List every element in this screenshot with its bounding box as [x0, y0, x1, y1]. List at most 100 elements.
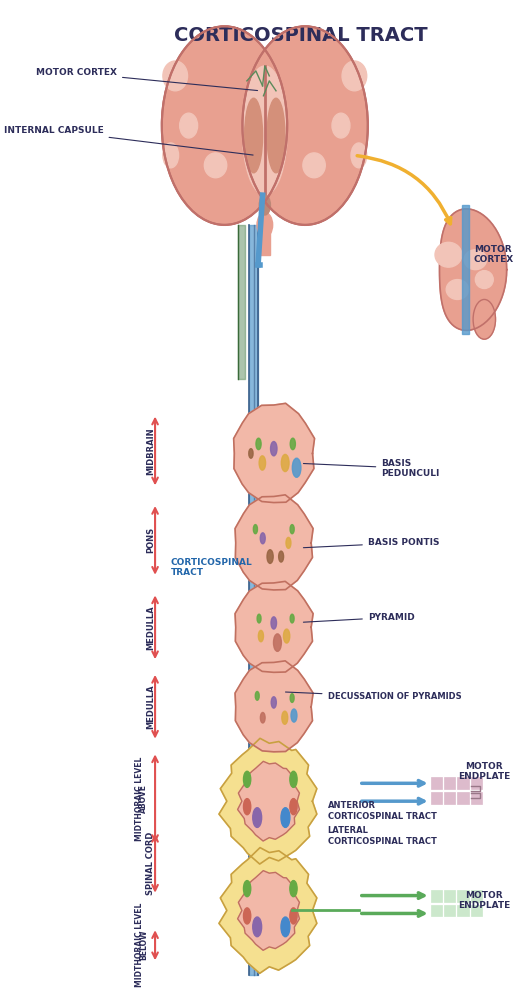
Polygon shape	[238, 871, 299, 950]
Text: SPINAL CORD: SPINAL CORD	[146, 832, 155, 895]
Ellipse shape	[473, 299, 495, 339]
Text: BASIS
PEDUNCULI: BASIS PEDUNCULI	[304, 459, 440, 478]
Text: LATERAL
CORTICOSPINAL TRACT: LATERAL CORTICOSPINAL TRACT	[328, 826, 437, 846]
Bar	[471, 905, 482, 916]
Polygon shape	[219, 738, 317, 864]
Polygon shape	[440, 209, 507, 330]
Circle shape	[290, 799, 297, 815]
Text: INTERNAL CAPSULE: INTERNAL CAPSULE	[4, 126, 253, 155]
Ellipse shape	[259, 195, 270, 215]
Circle shape	[281, 808, 290, 827]
Circle shape	[290, 694, 294, 702]
Circle shape	[258, 630, 264, 642]
Polygon shape	[219, 848, 317, 973]
Ellipse shape	[180, 113, 198, 138]
Bar	[458, 890, 469, 902]
Text: MEDULLA: MEDULLA	[146, 605, 155, 650]
Bar	[471, 890, 482, 902]
Circle shape	[267, 550, 273, 563]
Circle shape	[290, 771, 297, 787]
Bar	[431, 777, 442, 789]
Circle shape	[244, 908, 251, 924]
Ellipse shape	[204, 153, 227, 178]
Circle shape	[260, 533, 265, 544]
Bar	[431, 905, 442, 916]
Ellipse shape	[242, 66, 287, 195]
Circle shape	[290, 525, 294, 534]
Circle shape	[291, 709, 297, 722]
Text: DECUSSATION OF PYRAMIDS: DECUSSATION OF PYRAMIDS	[286, 692, 461, 701]
Ellipse shape	[435, 242, 462, 267]
Bar	[444, 905, 455, 916]
Text: MIDBRAIN: MIDBRAIN	[146, 427, 155, 475]
Circle shape	[270, 442, 277, 456]
Circle shape	[282, 711, 288, 724]
Text: MIDTHORAIC LEVEL: MIDTHORAIC LEVEL	[135, 757, 144, 841]
Polygon shape	[235, 661, 313, 752]
Ellipse shape	[464, 250, 487, 270]
Bar	[471, 792, 482, 804]
Ellipse shape	[446, 280, 469, 299]
Polygon shape	[234, 403, 315, 503]
Ellipse shape	[163, 143, 179, 168]
Circle shape	[290, 881, 297, 897]
Polygon shape	[238, 761, 299, 841]
Circle shape	[292, 458, 301, 477]
Circle shape	[286, 537, 291, 548]
Bar	[444, 792, 455, 804]
Ellipse shape	[257, 213, 272, 237]
Circle shape	[253, 808, 261, 827]
Circle shape	[290, 614, 294, 623]
Circle shape	[284, 629, 290, 643]
Bar	[259, 225, 270, 255]
Text: MOTOR
CORTEX: MOTOR CORTEX	[473, 245, 513, 264]
Text: CORTICOSPINAL
TRACT: CORTICOSPINAL TRACT	[171, 558, 252, 577]
Circle shape	[274, 634, 281, 651]
Circle shape	[244, 799, 251, 815]
Bar	[431, 792, 442, 804]
Circle shape	[244, 881, 251, 897]
Polygon shape	[462, 205, 469, 334]
Ellipse shape	[303, 153, 325, 178]
Text: BASIS PONTIS: BASIS PONTIS	[304, 538, 439, 548]
Circle shape	[253, 917, 261, 937]
Ellipse shape	[342, 61, 367, 91]
Ellipse shape	[267, 98, 285, 173]
Text: BELOW: BELOW	[139, 930, 148, 960]
Bar	[444, 777, 455, 789]
Circle shape	[255, 691, 259, 700]
Text: MEDULLA: MEDULLA	[146, 684, 155, 729]
Ellipse shape	[242, 26, 368, 225]
Polygon shape	[235, 581, 313, 672]
Bar	[458, 777, 469, 789]
Ellipse shape	[476, 271, 493, 289]
Circle shape	[279, 551, 284, 562]
Bar	[471, 777, 482, 789]
Ellipse shape	[162, 26, 287, 225]
Circle shape	[271, 617, 277, 629]
Ellipse shape	[351, 143, 367, 168]
Circle shape	[260, 712, 265, 723]
Circle shape	[271, 697, 276, 708]
Bar	[444, 890, 455, 902]
Circle shape	[249, 449, 253, 458]
Text: ANTERIOR
CORTICOSPINAL TRACT: ANTERIOR CORTICOSPINAL TRACT	[328, 801, 437, 821]
Text: MOTOR
ENDPLATE: MOTOR ENDPLATE	[458, 762, 510, 781]
Bar	[431, 890, 442, 902]
Text: MIDTHORAIC LEVEL: MIDTHORAIC LEVEL	[135, 903, 144, 987]
Text: ABOVE: ABOVE	[139, 784, 148, 813]
Ellipse shape	[245, 98, 262, 173]
Text: PYRAMID: PYRAMID	[304, 613, 414, 622]
Text: MOTOR CORTEX: MOTOR CORTEX	[36, 68, 258, 91]
Bar	[458, 905, 469, 916]
Polygon shape	[235, 495, 313, 590]
Text: CORTICOSPINAL TRACT: CORTICOSPINAL TRACT	[174, 26, 428, 45]
Circle shape	[290, 908, 297, 924]
Circle shape	[281, 917, 290, 937]
Bar	[458, 792, 469, 804]
Circle shape	[290, 438, 296, 450]
Ellipse shape	[163, 61, 188, 91]
Circle shape	[244, 771, 251, 787]
Circle shape	[254, 525, 257, 534]
Text: MOTOR
ENDPLATE: MOTOR ENDPLATE	[458, 891, 510, 910]
